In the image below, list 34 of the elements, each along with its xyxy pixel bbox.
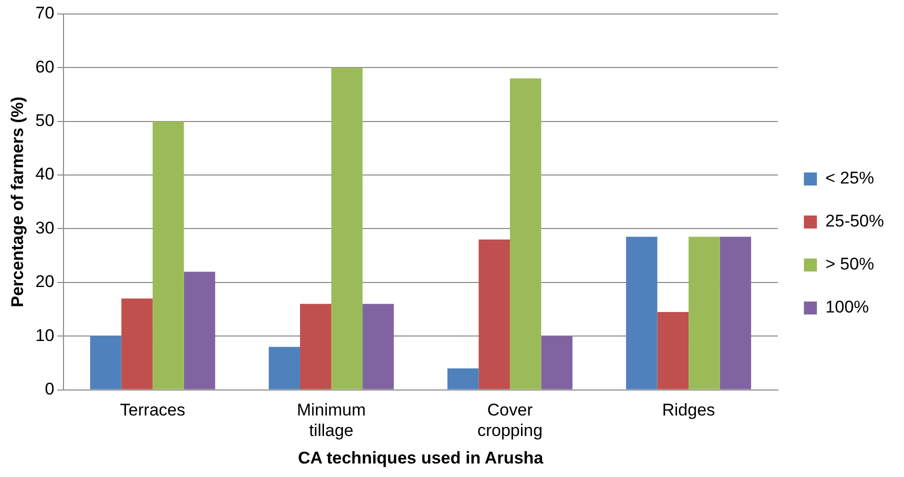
legend-label: < 25% bbox=[825, 168, 874, 188]
y-axis-title: Percentage of farmers (%) bbox=[8, 96, 27, 308]
y-tick-label: 50 bbox=[35, 111, 54, 130]
bar bbox=[510, 78, 542, 390]
x-tick-label: Ridges bbox=[662, 400, 716, 420]
bar bbox=[362, 304, 394, 390]
bar bbox=[121, 298, 153, 390]
bar bbox=[541, 336, 572, 390]
legend-label: 100% bbox=[825, 298, 869, 317]
y-tick-label: 70 bbox=[35, 4, 54, 23]
y-tick-label: 40 bbox=[35, 164, 54, 184]
x-axis-title: CA techniques used in Arusha bbox=[298, 448, 544, 468]
legend-label: 25-50% bbox=[825, 212, 884, 231]
bar bbox=[268, 346, 300, 390]
bar bbox=[478, 239, 510, 390]
y-tick-label: 0 bbox=[44, 379, 54, 398]
bar bbox=[152, 121, 184, 390]
y-tick-label: 30 bbox=[35, 218, 54, 238]
bar bbox=[720, 236, 752, 390]
x-tick-label: Terraces bbox=[120, 400, 186, 420]
x-tick-label: Cover cropping bbox=[477, 400, 543, 440]
legend-label: > 50% bbox=[825, 254, 874, 274]
bar bbox=[90, 336, 122, 390]
bar bbox=[184, 272, 216, 390]
bar bbox=[688, 236, 720, 390]
bar bbox=[657, 312, 689, 390]
bar bbox=[626, 236, 658, 390]
y-tick-label: 20 bbox=[35, 272, 54, 292]
x-tick-label: Minimum tillage bbox=[296, 400, 366, 440]
bar bbox=[447, 368, 479, 390]
y-tick-label: 60 bbox=[35, 57, 54, 76]
y-tick-label: 10 bbox=[35, 326, 54, 345]
bar bbox=[331, 68, 363, 390]
bar bbox=[300, 304, 332, 390]
